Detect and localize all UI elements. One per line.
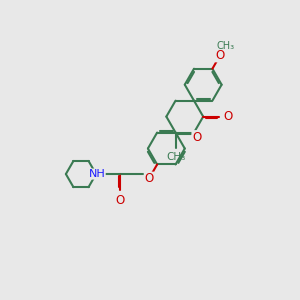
Text: CH₃: CH₃ xyxy=(166,152,185,162)
Text: CH₃: CH₃ xyxy=(216,41,234,51)
Text: O: O xyxy=(144,172,154,185)
Text: O: O xyxy=(116,194,125,207)
Text: O: O xyxy=(215,49,225,62)
Text: O: O xyxy=(224,110,233,123)
Text: NH: NH xyxy=(88,169,105,179)
Text: O: O xyxy=(192,131,201,144)
